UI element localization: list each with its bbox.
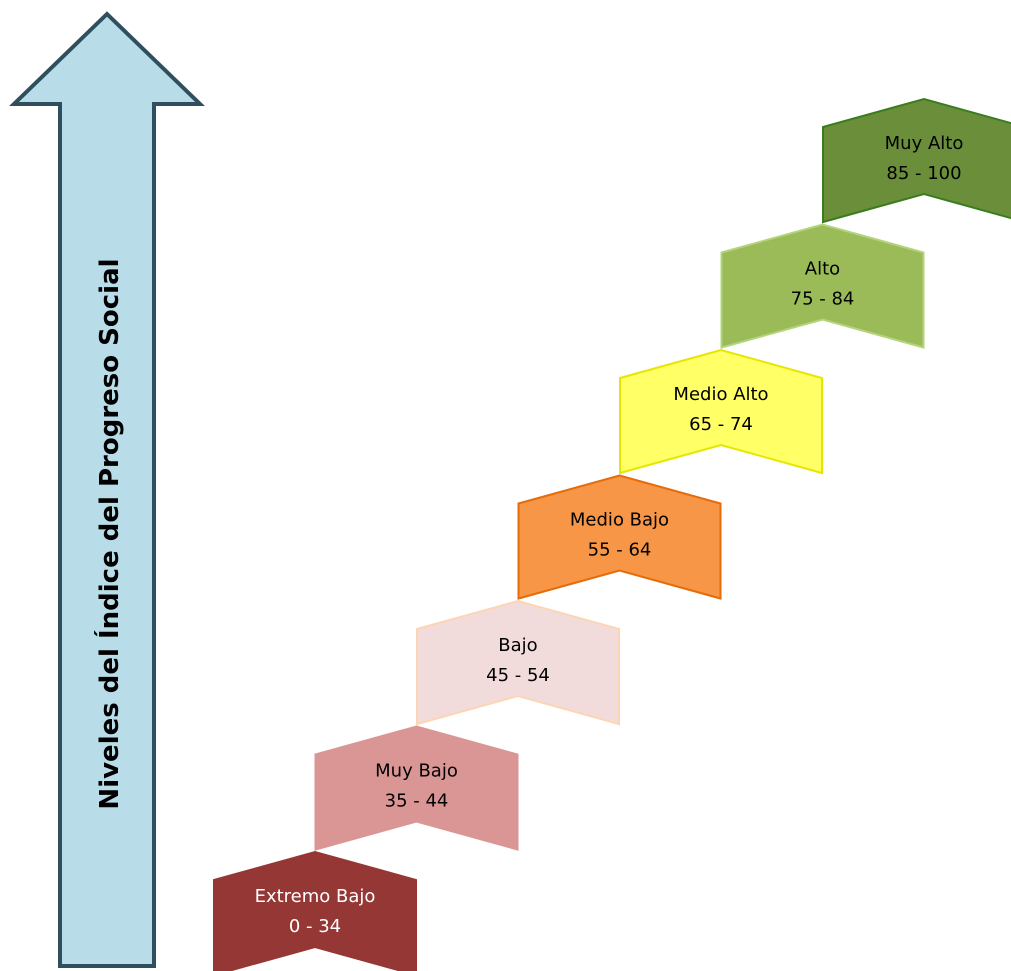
level-range: 85 - 100 — [886, 163, 961, 184]
level-name: Medio Alto — [673, 384, 768, 405]
level-chevron — [517, 474, 722, 600]
level-name: Extremo Bajo — [255, 886, 376, 907]
level-name: Bajo — [498, 635, 537, 656]
level-step-2: Bajo 45 - 54 — [416, 599, 620, 726]
level-chevron — [416, 599, 620, 726]
level-step-3: Medio Bajo 55 - 64 — [517, 474, 722, 600]
level-range: 35 - 44 — [385, 791, 449, 812]
level-name: Muy Bajo — [375, 761, 458, 782]
level-range: 65 - 74 — [689, 414, 753, 435]
level-steps: Extremo Bajo 0 - 34 Muy Bajo 35 - 44 Bajo 45 … — [213, 97, 1011, 971]
level-chevron — [314, 725, 519, 851]
level-name: Alto — [805, 259, 840, 280]
level-step-4: Medio Alto 65 - 74 — [619, 348, 823, 475]
level-chevron — [619, 348, 823, 475]
level-chevron — [213, 850, 417, 971]
level-range: 0 - 34 — [289, 916, 341, 937]
level-name: Medio Bajo — [570, 510, 669, 531]
level-range: 55 - 64 — [588, 540, 652, 561]
level-chevron — [720, 223, 925, 349]
up-arrow-icon — [9, 11, 205, 968]
level-step-5: Alto 75 - 84 — [720, 223, 925, 349]
level-step-0: Extremo Bajo 0 - 34 — [213, 850, 417, 971]
axis-title: Niveles del Índice del Progreso Social — [93, 258, 125, 809]
level-step-1: Muy Bajo 35 - 44 — [314, 725, 519, 851]
level-name: Muy Alto — [885, 133, 964, 154]
level-range: 75 - 84 — [791, 289, 855, 310]
level-chevron — [822, 97, 1011, 224]
level-range: 45 - 54 — [486, 665, 550, 686]
level-step-6: Muy Alto 85 - 100 — [822, 97, 1011, 224]
